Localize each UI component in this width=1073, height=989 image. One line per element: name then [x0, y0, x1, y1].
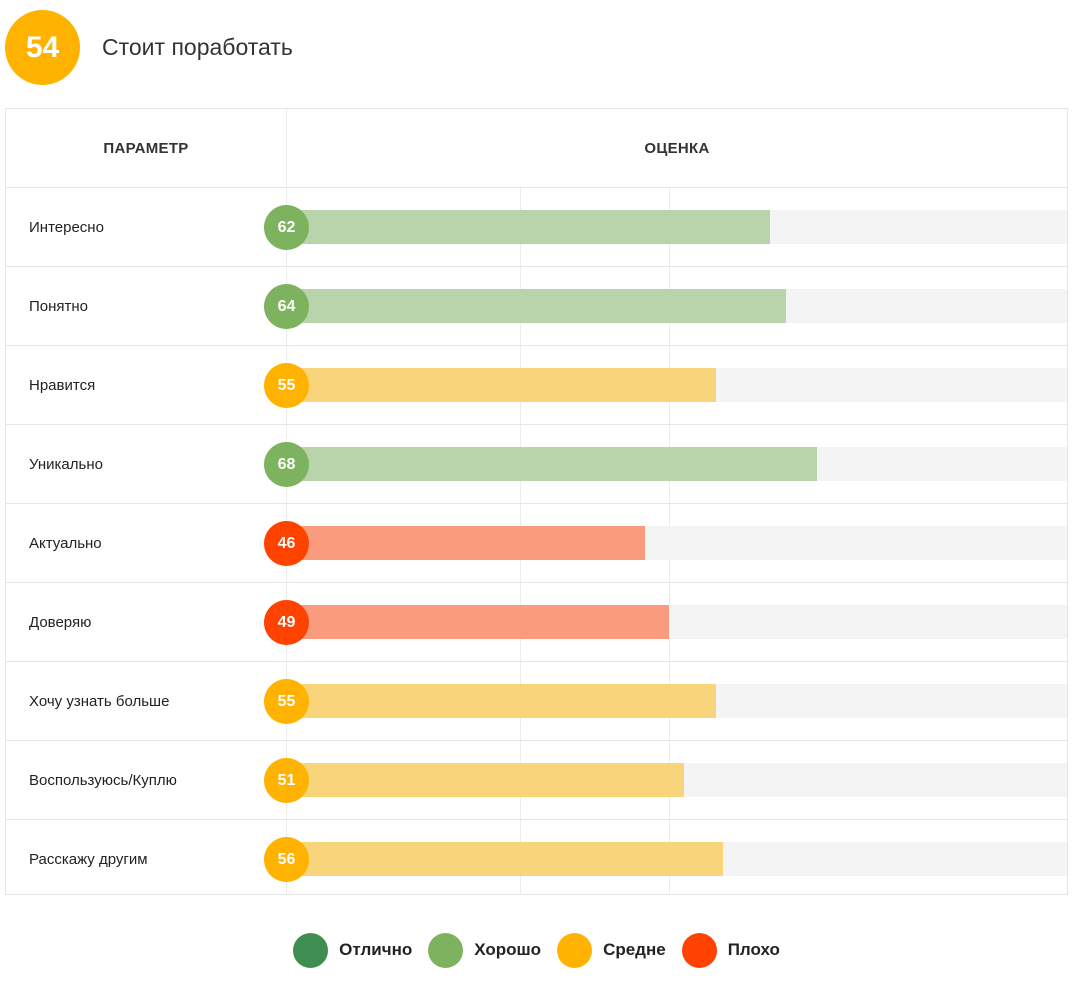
bar-fill: [286, 447, 818, 481]
table-row: Уникально 68: [6, 425, 1067, 504]
score-value-badge: 49: [264, 600, 309, 645]
legend-item-excellent: Отлично: [293, 932, 413, 968]
bar-track: [286, 526, 1067, 560]
bar-track: [286, 447, 1067, 481]
table-row: Интересно 62: [6, 188, 1067, 267]
overall-score-badge: 54: [5, 10, 80, 85]
legend-label: Плохо: [727, 940, 780, 959]
score-title: Стоит поработать: [102, 34, 293, 60]
legend-item-bad: Плохо: [681, 932, 780, 968]
score-value-badge: 55: [264, 363, 309, 408]
param-label: Доверяю: [29, 613, 92, 631]
param-label: Актуально: [29, 534, 102, 552]
table-row: Понятно 64: [6, 267, 1067, 346]
legend-swatch: [293, 932, 329, 968]
bar-track: [286, 368, 1067, 402]
score-value-badge: 56: [264, 837, 309, 882]
legend-swatch: [681, 932, 717, 968]
table-row: Нравится 55: [6, 346, 1067, 425]
bar-fill: [286, 684, 716, 718]
table-row: Воспользуюсь/Куплю 51: [6, 741, 1067, 820]
legend-label: Отлично: [339, 940, 413, 959]
bar-track: [286, 842, 1067, 876]
header: 54 Стоит поработать: [5, 10, 293, 85]
legend-swatch: [428, 932, 464, 968]
bar-track: [286, 684, 1067, 718]
column-divider: [286, 109, 287, 894]
param-label: Хочу узнать больше: [29, 692, 170, 710]
score-value-badge: 68: [264, 442, 309, 487]
table-row: Хочу узнать больше 55: [6, 662, 1067, 741]
legend: Отлично Хорошо Средне Плохо: [0, 930, 1073, 970]
legend-label: Хорошо: [474, 940, 542, 959]
table-header: ПАРАМЕТР ОЦЕНКА: [6, 109, 1067, 188]
legend-item-good: Хорошо: [428, 932, 542, 968]
bar-fill: [286, 289, 786, 323]
table-row: Доверяю 49: [6, 583, 1067, 662]
bar-fill: [286, 526, 646, 560]
param-label: Понятно: [29, 297, 89, 315]
legend-swatch: [557, 932, 593, 968]
bar-fill: [286, 210, 771, 244]
bar-track: [286, 763, 1067, 797]
legend-label: Средне: [603, 940, 666, 959]
score-value-badge: 46: [264, 521, 309, 566]
param-column-header: ПАРАМЕТР: [103, 139, 189, 157]
param-label: Нравится: [29, 376, 96, 394]
bar-fill: [286, 368, 716, 402]
bar-fill: [286, 842, 724, 876]
bar-fill: [286, 763, 685, 797]
legend-item-average: Средне: [557, 932, 666, 968]
bar-fill: [286, 605, 669, 639]
score-column-header: ОЦЕНКА: [644, 139, 710, 157]
score-value-badge: 62: [264, 205, 309, 250]
score-value-badge: 64: [264, 284, 309, 329]
table-row: Актуально 46: [6, 504, 1067, 583]
score-value-badge: 55: [264, 679, 309, 724]
param-label: Воспользуюсь/Куплю: [29, 771, 177, 789]
bar-track: [286, 210, 1067, 244]
table-row: Расскажу другим 56: [6, 820, 1067, 899]
score-value-badge: 51: [264, 758, 309, 803]
scores-table: ПАРАМЕТР ОЦЕНКА Интересно 62 Понятно 64 Нрав…: [5, 108, 1068, 895]
param-label: Расскажу другим: [29, 850, 148, 868]
bar-track: [286, 289, 1067, 323]
table-rows: Интересно 62 Понятно 64 Нравится 55 Уникально 6…: [6, 188, 1067, 899]
param-label: Уникально: [29, 455, 103, 473]
bar-track: [286, 605, 1067, 639]
param-label: Интересно: [29, 218, 104, 236]
